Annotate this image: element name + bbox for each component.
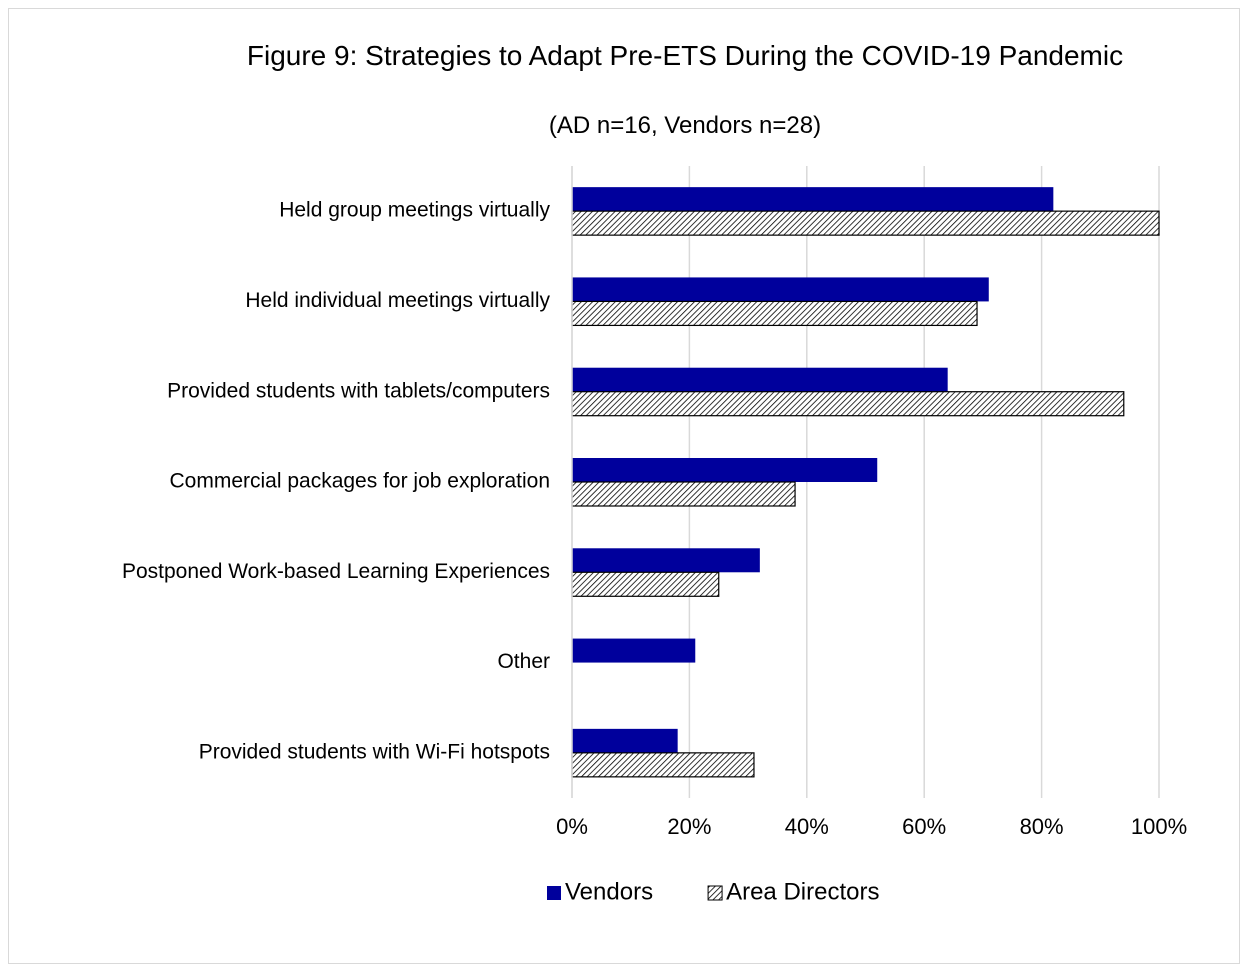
bar [571,752,755,778]
x-tick-label: 80% [1020,814,1064,839]
legend-label: Vendors [565,878,653,905]
bar [572,277,989,302]
chart-subtitle: (AD n=16, Vendors n=28) [548,112,822,139]
bar [572,367,948,392]
legend-label: Area Directors [726,878,879,905]
y-tick-label: Other [497,650,550,673]
x-tick-label: 100% [1131,814,1187,839]
bar [572,187,1054,212]
bar [572,728,678,753]
y-tick-label: Held individual meetings virtually [245,289,550,312]
bar [571,571,720,597]
bar [571,481,796,507]
x-tick-label: 40% [785,814,829,839]
bar [572,548,760,573]
x-tick-label: 20% [667,814,711,839]
chart-title: Figure 9: Strategies to Adapt Pre-ETS Du… [246,40,1124,71]
legend-swatch [707,885,723,901]
bar [571,210,1160,236]
y-tick-label: Held group meetings virtually [279,199,550,222]
y-tick-label: Commercial packages for job exploration [169,470,550,493]
legend-swatch [547,886,561,900]
bar [571,300,978,327]
bar [572,458,878,482]
chart-frame [8,8,1240,964]
y-tick-label: Postponed Work-based Learning Experience… [122,560,550,583]
y-tick-label: Provided students with tablets/computers [167,379,550,402]
y-tick-label: Provided students with Wi-Fi hotspots [199,740,550,763]
bar [572,638,696,663]
x-tick-label: 0% [556,814,588,839]
x-tick-label: 60% [902,814,946,839]
bar [571,391,1125,417]
